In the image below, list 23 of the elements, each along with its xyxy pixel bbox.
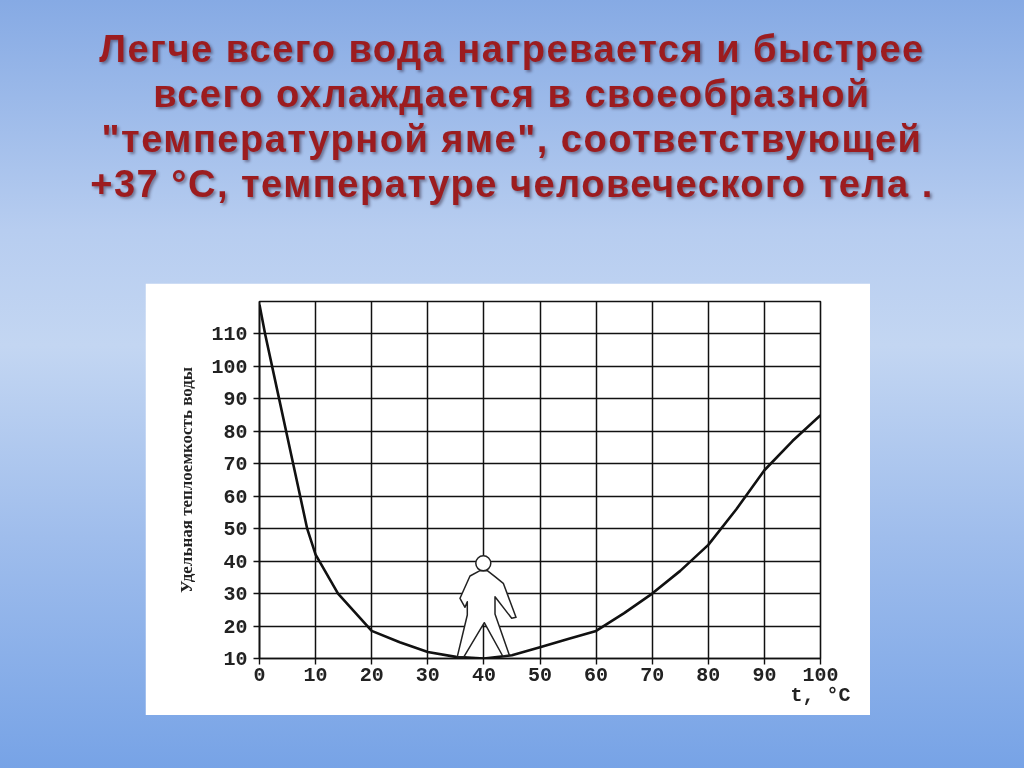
y-tick-label: 50: [223, 518, 248, 542]
x-tick-label: 10: [303, 663, 328, 687]
x-tick-label: 90: [752, 663, 777, 687]
y-tick-label: 110: [211, 323, 248, 347]
y-tick-label: 40: [223, 550, 248, 574]
y-axis-title: Удельная теплоемкость воды: [177, 366, 197, 594]
y-tick-label: 30: [223, 583, 248, 607]
x-tick-label: 20: [359, 663, 384, 687]
y-tick-label: 10: [223, 648, 248, 671]
y-tick-label: 70: [223, 453, 248, 477]
y-tick-label: 60: [223, 485, 248, 509]
y-tick-label: 80: [223, 420, 248, 444]
x-tick-label: 80: [696, 663, 721, 687]
y-tick-label: 90: [223, 388, 248, 412]
x-tick-label: 0: [253, 663, 266, 687]
x-tick-label: 70: [640, 663, 665, 687]
y-tick-label: 20: [223, 615, 248, 639]
y-tick-label: 100: [211, 355, 248, 379]
chart-title: Легче всего вода нагревается и быстрее всего охлаждается в своеобразной "температурной яме", соответствующей +37 °С, температуре человеческого тела .: [89, 27, 935, 207]
x-tick-label: 30: [415, 663, 440, 687]
x-tick-label: 50: [528, 663, 553, 687]
x-tick-label: 60: [584, 663, 609, 687]
x-tick-label: 40: [471, 663, 496, 687]
